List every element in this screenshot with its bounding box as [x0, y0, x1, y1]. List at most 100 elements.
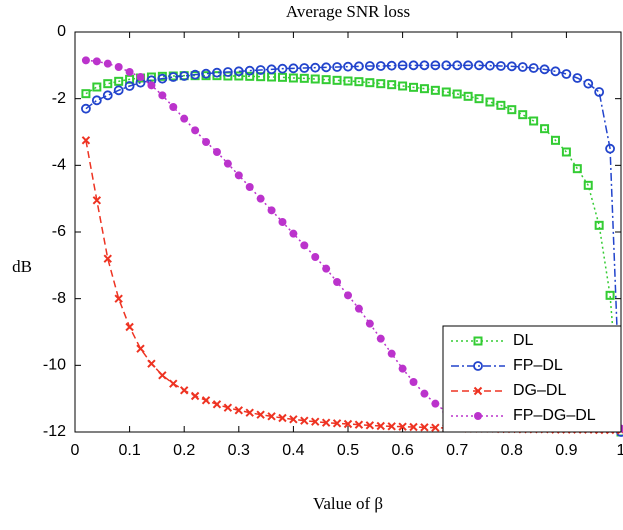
- series-line: [85, 64, 622, 433]
- marker: [202, 138, 211, 146]
- marker: [234, 171, 243, 180]
- marker: [517, 62, 528, 72]
- marker: [528, 63, 539, 73]
- marker: [321, 62, 332, 73]
- marker: [420, 423, 429, 432]
- marker: [376, 79, 386, 89]
- marker: [354, 77, 364, 87]
- marker: [605, 290, 615, 300]
- marker: [289, 229, 298, 238]
- marker: [245, 71, 255, 81]
- marker: [594, 87, 605, 97]
- marker: [190, 391, 200, 401]
- y-tick-label: -8: [52, 290, 66, 307]
- marker: [179, 71, 190, 81]
- marker: [92, 57, 101, 66]
- marker: [354, 61, 364, 72]
- marker: [125, 322, 134, 332]
- marker: [376, 421, 385, 431]
- y-tick-label: 0: [57, 23, 66, 40]
- marker: [311, 253, 320, 261]
- legend: DL FP–DL DG–DL FP–DG–DL: [442, 325, 622, 433]
- marker: [473, 386, 483, 396]
- marker: [124, 81, 135, 91]
- chart-title: Average SNR loss: [286, 2, 410, 21]
- x-tick-label: 0.9: [555, 442, 577, 459]
- marker: [277, 63, 288, 74]
- marker: [277, 72, 287, 82]
- marker: [408, 60, 419, 71]
- marker: [354, 420, 364, 429]
- marker: [103, 254, 112, 263]
- x-axis-label: Value of β: [313, 494, 383, 513]
- marker: [114, 294, 123, 303]
- marker: [572, 73, 583, 83]
- marker: [333, 278, 342, 286]
- marker: [409, 422, 418, 432]
- x-tick-label: 0.7: [446, 442, 468, 459]
- marker: [452, 60, 463, 71]
- marker: [191, 126, 200, 135]
- legend-label: DG–DL: [513, 382, 566, 399]
- x-tick-label: 0.6: [391, 442, 413, 459]
- marker: [222, 67, 233, 77]
- marker: [300, 241, 309, 250]
- marker: [507, 105, 517, 115]
- marker: [169, 103, 178, 111]
- marker: [136, 344, 145, 353]
- marker: [114, 63, 123, 71]
- marker: [463, 91, 473, 101]
- marker: [180, 114, 189, 123]
- marker: [430, 85, 440, 95]
- marker: [583, 78, 594, 89]
- marker: [147, 359, 156, 368]
- x-tick-label: 1: [617, 442, 623, 459]
- marker: [289, 415, 298, 424]
- legend-label: DL: [513, 332, 534, 349]
- marker: [474, 60, 484, 71]
- marker: [223, 159, 232, 168]
- legend-box: [442, 325, 622, 433]
- marker: [179, 386, 189, 395]
- marker: [103, 79, 113, 89]
- marker: [398, 81, 408, 91]
- x-tick-label: 0: [71, 442, 80, 459]
- marker: [550, 135, 560, 145]
- marker: [441, 60, 452, 71]
- marker: [299, 73, 309, 83]
- marker: [398, 364, 407, 373]
- marker: [234, 71, 244, 81]
- marker: [81, 103, 91, 114]
- marker: [386, 60, 397, 71]
- marker: [299, 63, 310, 73]
- marker: [474, 412, 482, 420]
- marker: [201, 68, 211, 79]
- marker: [300, 416, 309, 425]
- marker: [496, 100, 506, 110]
- marker: [397, 60, 408, 71]
- marker: [233, 66, 244, 77]
- marker: [278, 218, 287, 226]
- marker: [365, 78, 375, 88]
- marker: [474, 94, 484, 104]
- marker: [288, 73, 298, 83]
- marker: [223, 403, 233, 412]
- marker: [92, 196, 102, 205]
- marker: [321, 75, 331, 85]
- marker: [376, 334, 385, 343]
- series: [81, 60, 623, 437]
- marker: [431, 399, 440, 408]
- marker: [212, 67, 222, 78]
- marker: [420, 389, 429, 398]
- marker: [561, 147, 571, 157]
- marker: [157, 73, 168, 84]
- marker: [375, 61, 386, 71]
- marker: [594, 220, 604, 230]
- marker: [409, 82, 419, 92]
- marker: [169, 379, 178, 388]
- marker: [278, 413, 287, 423]
- y-axis-label: dB: [12, 257, 32, 276]
- x-tick-label: 0.4: [282, 442, 304, 459]
- marker: [332, 62, 342, 72]
